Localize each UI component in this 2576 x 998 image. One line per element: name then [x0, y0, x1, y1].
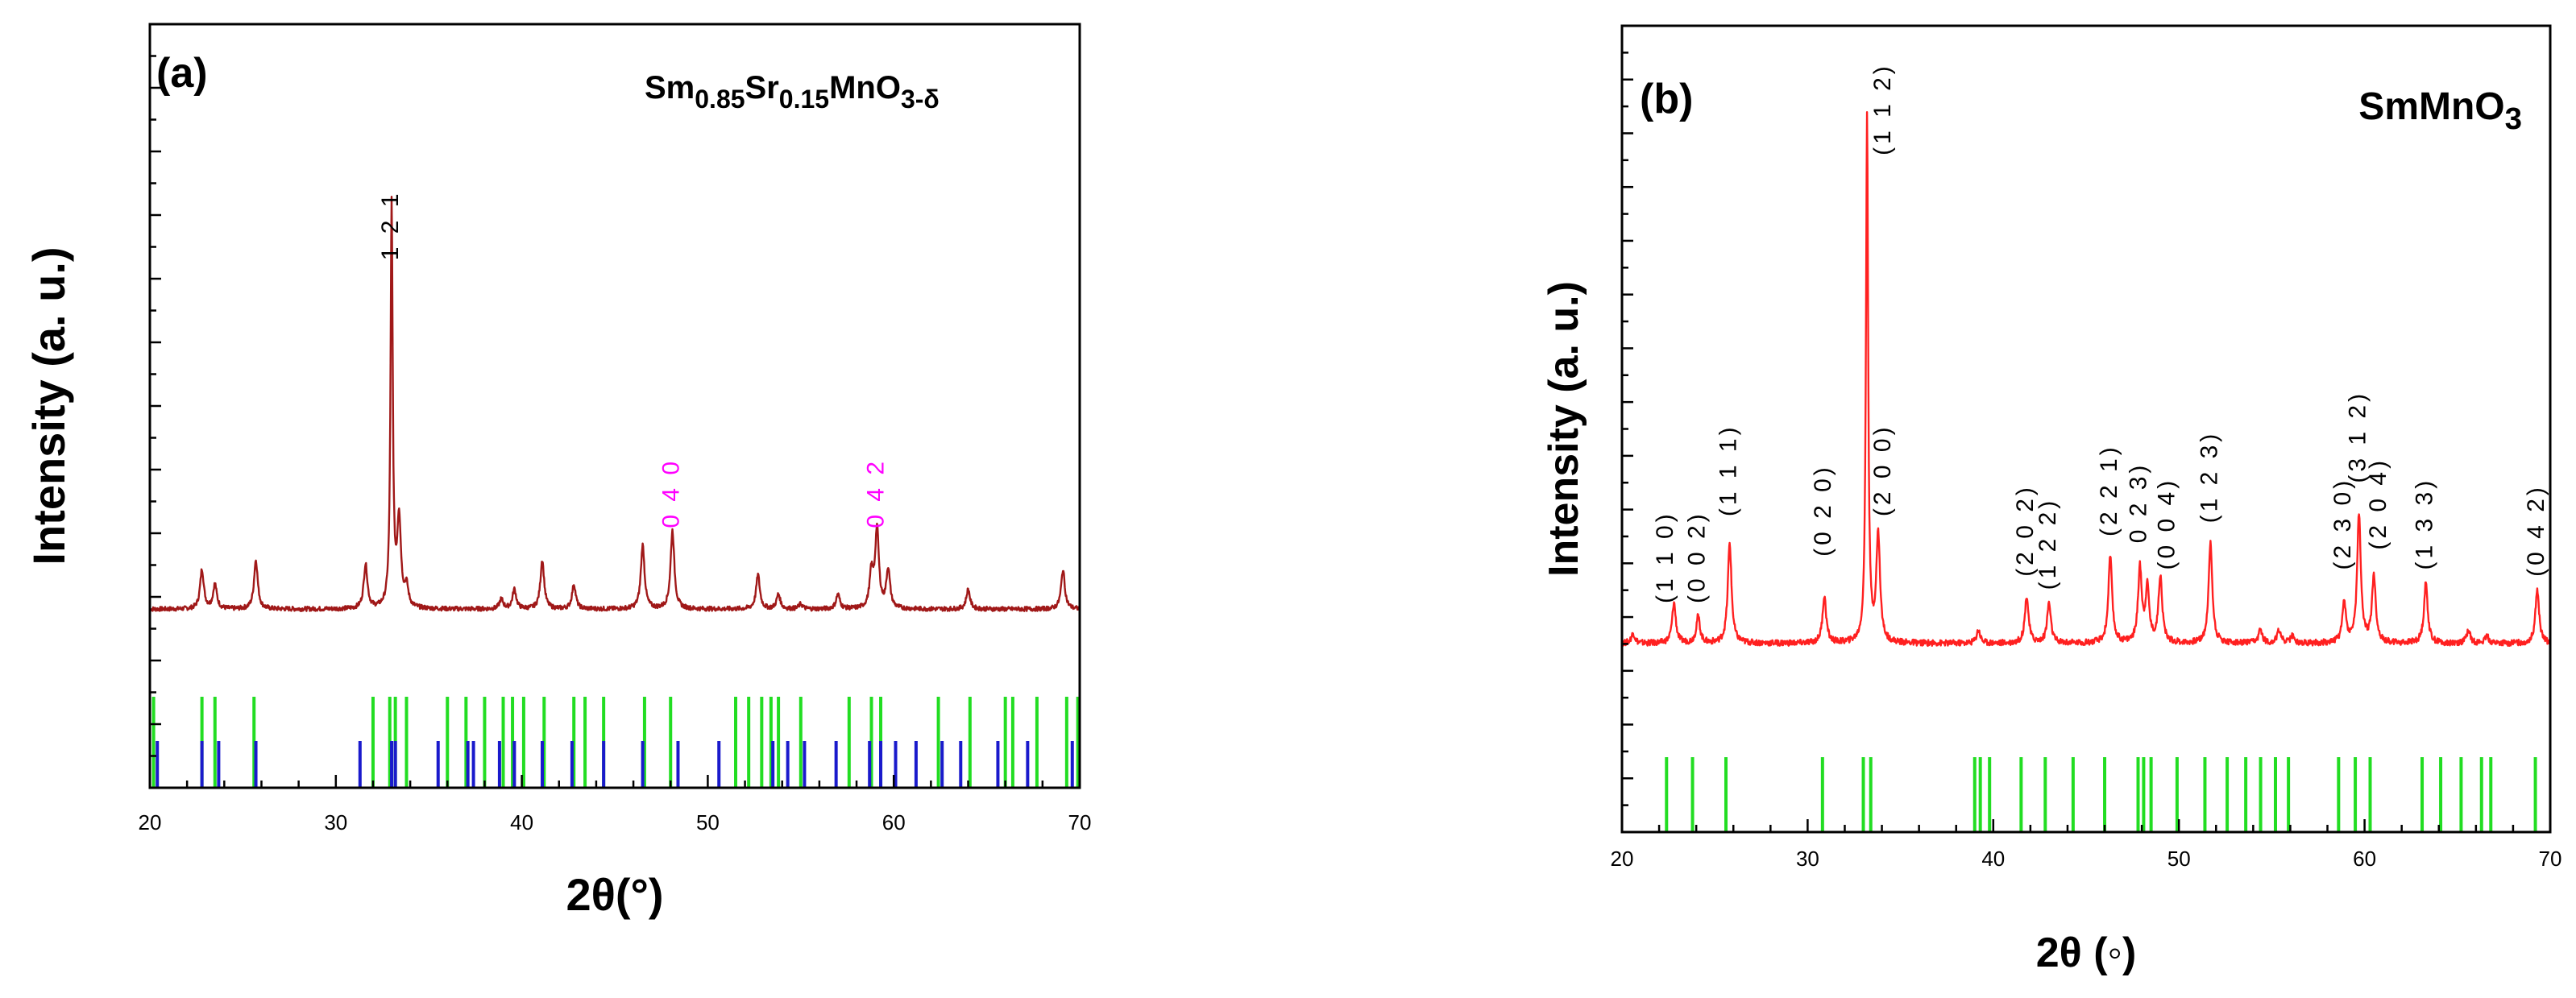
x-tick-label: 50: [2167, 847, 2191, 871]
x-tick-label: 40: [510, 810, 533, 834]
x-tick-label: 70: [1068, 810, 1092, 834]
hkl-label: (0 2 0): [1810, 464, 1836, 557]
x-tick-label: 60: [882, 810, 906, 834]
formula-text: Sr: [745, 70, 779, 106]
x-tick-label: 20: [1611, 847, 1634, 871]
panel-label: (b): [1640, 76, 1693, 122]
hkl-label: 1 2 1: [377, 190, 404, 260]
plot-frame: [1620, 24, 2552, 834]
compound-formula: SmMnO3: [2358, 85, 2522, 136]
formula-subscript: 0.15: [779, 85, 829, 114]
hkl-label: (0 0 2): [1683, 511, 1710, 603]
hkl-label: (2 0 4): [2365, 458, 2391, 550]
hkl-label: (3 1 2): [2345, 391, 2371, 483]
hkl-label: 0 4 0: [657, 458, 684, 528]
formula-subscript: 3: [2505, 101, 2522, 136]
hkl-label: (0 0 4): [2153, 478, 2180, 570]
x-tick-label: 60: [2353, 847, 2376, 871]
x-axis-title: 2θ(°): [566, 869, 663, 920]
x-axis-title: 2θ (◦): [2036, 930, 2137, 976]
compound-formula: Sm0.85Sr0.15MnO3-δ: [645, 70, 940, 114]
chart-panel-b: 20 30 40 50 60 70 Intensity (a. u.) 2θ (◦) (b) Sm…: [1541, 24, 2562, 976]
hkl-label: (1 3 3): [2412, 478, 2438, 570]
x-tick-label: 20: [139, 810, 162, 834]
x-tick-label: 70: [2539, 847, 2562, 871]
x-tick-label: 30: [324, 810, 347, 834]
x-tick-label: 50: [696, 810, 720, 834]
hkl-label: 0 4 2: [862, 458, 889, 528]
hkl-label: (2 0 2): [2012, 484, 2039, 577]
hkl-label: (2 3 0): [2329, 478, 2356, 570]
formula-text: SmMnO: [2358, 85, 2504, 128]
hkl-label: (1 2 2): [2035, 498, 2061, 590]
formula-subscript: 0.85: [695, 85, 745, 114]
formula-subscript: 3-δ: [901, 85, 940, 114]
plot-frame: [148, 23, 1081, 789]
hkl-label: (1 1 2): [1869, 63, 1896, 155]
panel-label: (a): [156, 50, 208, 97]
x-tick-label: 40: [1981, 847, 2005, 871]
x-tick-label: 30: [1796, 847, 1819, 871]
hkl-label: (2 2 1): [2096, 444, 2122, 536]
xrd-pattern-line: [149, 196, 1081, 612]
hkl-label: (2 0 0): [1869, 424, 1896, 516]
hkl-label: (1 1 1): [1715, 424, 1742, 516]
xrd-pattern-line: [1620, 111, 2552, 647]
formula-text: Sm: [645, 70, 695, 106]
hkl-label: (0 4 2): [2523, 484, 2549, 577]
y-axis-title: Intensity (a. u.): [23, 246, 74, 565]
hkl-label: 0 2 3): [2126, 462, 2152, 544]
hkl-label: (1 1 0): [1652, 511, 1678, 603]
hkl-label: (1 2 3): [2196, 431, 2222, 524]
formula-text: MnO: [829, 70, 901, 106]
y-axis-title: Intensity (a. u.): [1541, 281, 1587, 577]
